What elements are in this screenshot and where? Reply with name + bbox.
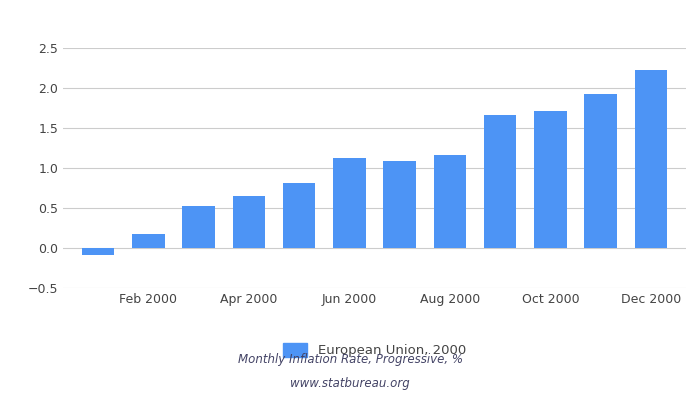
Bar — [634, 70, 667, 248]
Bar — [333, 158, 365, 248]
Bar — [132, 234, 164, 248]
Bar — [182, 206, 215, 248]
Bar — [484, 115, 517, 248]
Bar — [433, 155, 466, 248]
Text: www.statbureau.org: www.statbureau.org — [290, 378, 410, 390]
Bar — [584, 94, 617, 248]
Bar — [232, 196, 265, 248]
Legend: European Union, 2000: European Union, 2000 — [278, 338, 471, 362]
Bar — [384, 161, 416, 248]
Bar — [82, 248, 115, 255]
Bar — [283, 183, 316, 248]
Bar — [534, 111, 567, 248]
Text: Monthly Inflation Rate, Progressive, %: Monthly Inflation Rate, Progressive, % — [237, 354, 463, 366]
